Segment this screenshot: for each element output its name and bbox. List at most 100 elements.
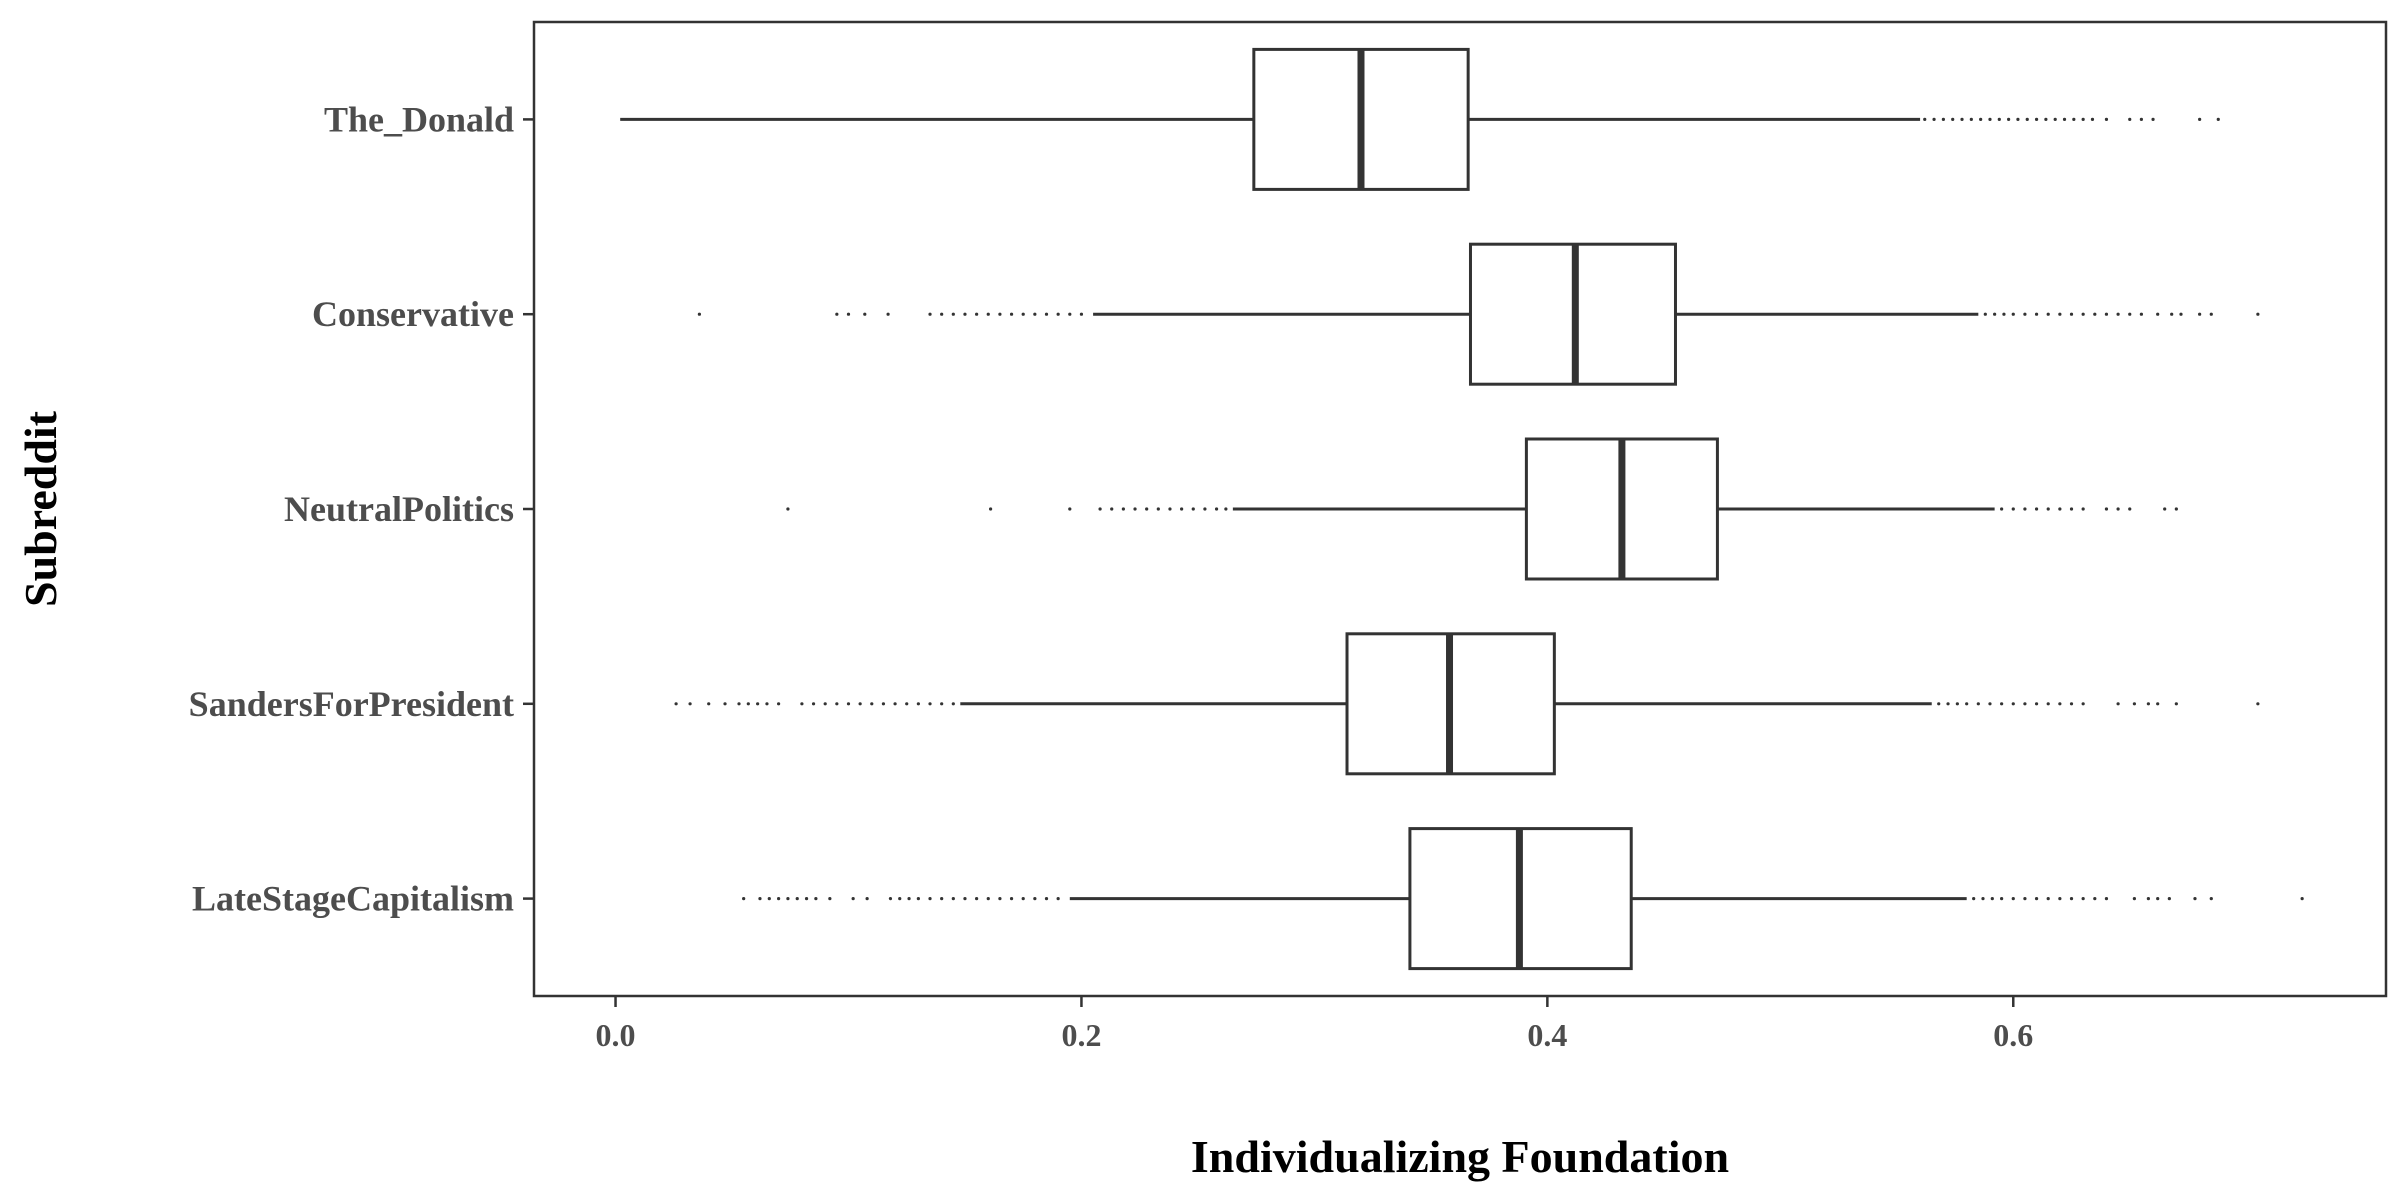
outlier-point [1983, 312, 1987, 316]
outlier-point [1997, 117, 2001, 121]
outlier-point [940, 897, 944, 901]
outlier-point [2044, 117, 2048, 121]
outlier-point [851, 897, 855, 901]
outlier-point [786, 897, 790, 901]
outlier-point [2300, 897, 2304, 901]
outlier-point [2069, 702, 2074, 706]
outlier-point [888, 897, 893, 901]
outlier-point [1203, 507, 1207, 511]
outlier-point [1168, 507, 1172, 511]
outlier-point [746, 702, 750, 706]
outlier-point [765, 702, 769, 706]
outlier-point [2104, 507, 2109, 511]
outlier-point [858, 702, 862, 706]
outlier-point [835, 312, 839, 316]
outlier-point [2193, 897, 2197, 901]
outlier-point [823, 702, 827, 706]
outlier-point [2002, 312, 2006, 316]
outlier-point [2062, 117, 2067, 121]
outlier-point [2216, 117, 2220, 121]
outlier-point [2046, 897, 2050, 901]
outlier-point [846, 702, 851, 706]
outlier-point [674, 702, 678, 706]
outlier-point [1121, 507, 1125, 511]
x-tick-label: 0.2 [1061, 1017, 1101, 1053]
outlier-point [1068, 312, 1072, 316]
outlier-point [1937, 702, 1941, 706]
outlier-point [986, 897, 990, 901]
outlier-point [2146, 897, 2150, 901]
outlier-point [940, 312, 944, 316]
outlier-point [1988, 117, 1992, 121]
outlier-point [2132, 897, 2137, 901]
outlier-point [1056, 312, 1060, 316]
outlier-point [2104, 312, 2109, 316]
outlier-point [2069, 897, 2074, 901]
outlier-point [2023, 507, 2027, 511]
y-axis-title: Subreddit [15, 410, 66, 607]
outlier-point [1993, 312, 1997, 316]
outlier-point [1946, 702, 1950, 706]
outlier-point [742, 897, 746, 901]
outlier-point [975, 897, 979, 901]
outlier-point [2016, 117, 2020, 121]
outlier-point [777, 897, 781, 901]
outlier-point [688, 702, 692, 706]
outlier-point [777, 702, 781, 706]
outlier-point [2023, 897, 2027, 901]
outlier-point [2156, 312, 2160, 316]
outlier-point [2090, 117, 2095, 121]
outlier-point [907, 897, 911, 901]
outlier-point [2058, 507, 2062, 511]
outlier-point [2256, 702, 2260, 706]
outlier-point [986, 312, 990, 316]
outlier-point [2007, 117, 2011, 121]
y-tick-label-sandersforpresident: SandersForPresident [189, 684, 514, 724]
outlier-point [2116, 312, 2120, 316]
outlier-point [2000, 702, 2004, 706]
outlier-point [2104, 897, 2109, 901]
outlier-point [2023, 312, 2027, 316]
outlier-point [758, 897, 762, 901]
outlier-point [2116, 702, 2120, 706]
outlier-point [2139, 312, 2143, 316]
outlier-point [2128, 312, 2132, 316]
outlier-point [2034, 702, 2039, 706]
x-axis: 0.0 0.2 0.4 0.6 [596, 996, 2033, 1053]
outlier-point [2046, 312, 2050, 316]
outlier-point [2081, 507, 2085, 511]
outlier-point [2072, 117, 2076, 121]
outlier-point [1156, 507, 1160, 511]
outlier-point [1133, 507, 1137, 511]
outlier-point [2156, 702, 2160, 706]
outlier-point [1009, 897, 1014, 901]
outlier-point [2170, 312, 2174, 316]
outlier-point [1098, 507, 1102, 511]
outlier-point [2174, 507, 2178, 511]
outlier-point [1932, 117, 1936, 121]
x-tick-label: 0.4 [1527, 1017, 1567, 1053]
outlier-point [1988, 702, 1992, 706]
outlier-point [795, 897, 799, 901]
outlier-point [951, 897, 955, 901]
y-tick-label-conservative: Conservative [312, 294, 514, 334]
outlier-point [940, 702, 944, 706]
outlier-point [2011, 312, 2015, 316]
outlier-point [2093, 312, 2097, 316]
outlier-point [2167, 897, 2171, 901]
outlier-point [2209, 897, 2213, 901]
outlier-point [835, 702, 839, 706]
y-tick-label-neutralpolitics: NeutralPolitics [284, 489, 514, 529]
outlier-point [786, 507, 790, 511]
outlier-point [2128, 117, 2132, 121]
outlier-point [1965, 702, 1969, 706]
outlier-point [2025, 117, 2029, 121]
outlier-point [814, 897, 818, 901]
outlier-point [916, 702, 920, 706]
outlier-point [928, 897, 932, 901]
outlier-point [707, 702, 711, 706]
outlier-point [1955, 702, 1959, 706]
outlier-point [2198, 312, 2202, 316]
outlier-point [2069, 507, 2074, 511]
outlier-point [1941, 117, 1945, 121]
